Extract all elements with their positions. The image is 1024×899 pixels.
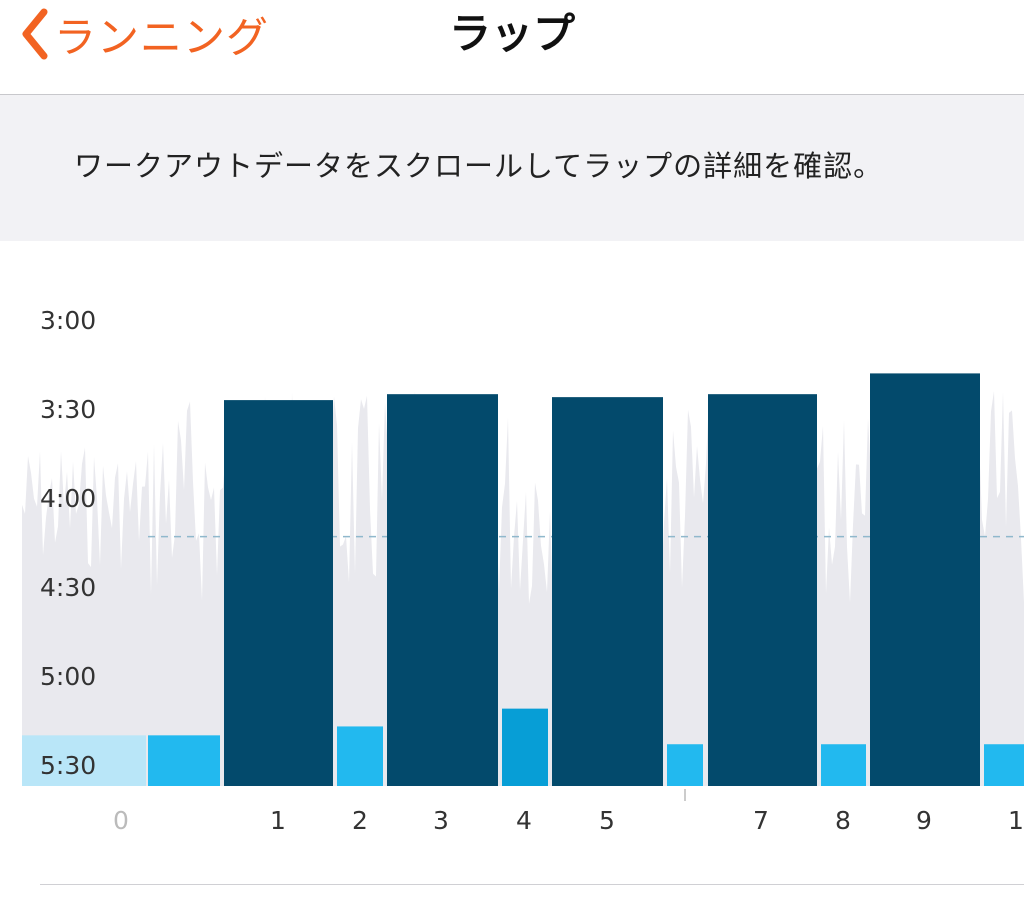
lap-bar-9 bbox=[821, 744, 866, 786]
info-banner: ワークアウトデータをスクロールしてラップの詳細を確認。 bbox=[0, 95, 1024, 241]
y-axis-label: 3:00 bbox=[40, 306, 96, 335]
x-axis-label: 1 bbox=[270, 806, 286, 835]
y-axis-label: 4:00 bbox=[40, 484, 96, 513]
lap-bar-11 bbox=[984, 744, 1024, 786]
lap-bar-2 bbox=[224, 400, 333, 786]
navigation-bar: ランニング ラップ bbox=[0, 0, 1024, 95]
x-axis-label: 8 bbox=[835, 806, 851, 835]
lap-bar-8 bbox=[708, 394, 817, 786]
y-axis-label: 5:30 bbox=[40, 751, 96, 780]
lap-bar-7 bbox=[667, 744, 703, 786]
lap-bar-0 bbox=[22, 735, 146, 786]
chevron-left-icon bbox=[20, 8, 48, 60]
lap-chart-area[interactable]: 3:00 3:30 4:00 4:30 5:00 5:30 0 1 2 3 4 5 7 8 9 1 bbox=[0, 241, 1024, 899]
x-axis-label: 4 bbox=[516, 806, 532, 835]
x-axis-labels: 0 1 2 3 4 5 7 8 9 1 bbox=[113, 789, 1024, 835]
lap-bar-6 bbox=[552, 397, 663, 786]
lap-pace-chart[interactable]: 3:00 3:30 4:00 4:30 5:00 5:30 0 1 2 3 4 5 7 8 9 1 bbox=[0, 241, 1024, 899]
lap-bar-5 bbox=[502, 708, 548, 786]
lap-bar-3 bbox=[337, 726, 383, 786]
y-axis-labels: 3:00 3:30 4:00 4:30 5:00 5:30 bbox=[40, 306, 96, 780]
divider bbox=[40, 884, 1024, 885]
x-axis-label: 3 bbox=[433, 806, 449, 835]
lap-bars bbox=[22, 373, 1024, 786]
y-axis-label: 5:00 bbox=[40, 662, 96, 691]
y-axis-label: 4:30 bbox=[40, 573, 96, 602]
x-axis-label: 7 bbox=[753, 806, 769, 835]
x-axis-label: 5 bbox=[599, 806, 615, 835]
back-button-label: ランニング bbox=[54, 12, 270, 62]
x-axis-label: 1 bbox=[1008, 806, 1024, 835]
back-button[interactable]: ランニング bbox=[20, 4, 269, 64]
y-axis-label: 3:30 bbox=[40, 395, 96, 424]
info-text: ワークアウトデータをスクロールしてラップの詳細を確認。 bbox=[74, 149, 884, 183]
x-axis-label: 9 bbox=[916, 806, 932, 835]
x-axis-label: 0 bbox=[113, 806, 129, 835]
x-axis-label: 2 bbox=[352, 806, 368, 835]
lap-bar-4 bbox=[387, 394, 498, 786]
lap-bar-10 bbox=[870, 373, 980, 786]
lap-bar-1 bbox=[148, 735, 220, 786]
